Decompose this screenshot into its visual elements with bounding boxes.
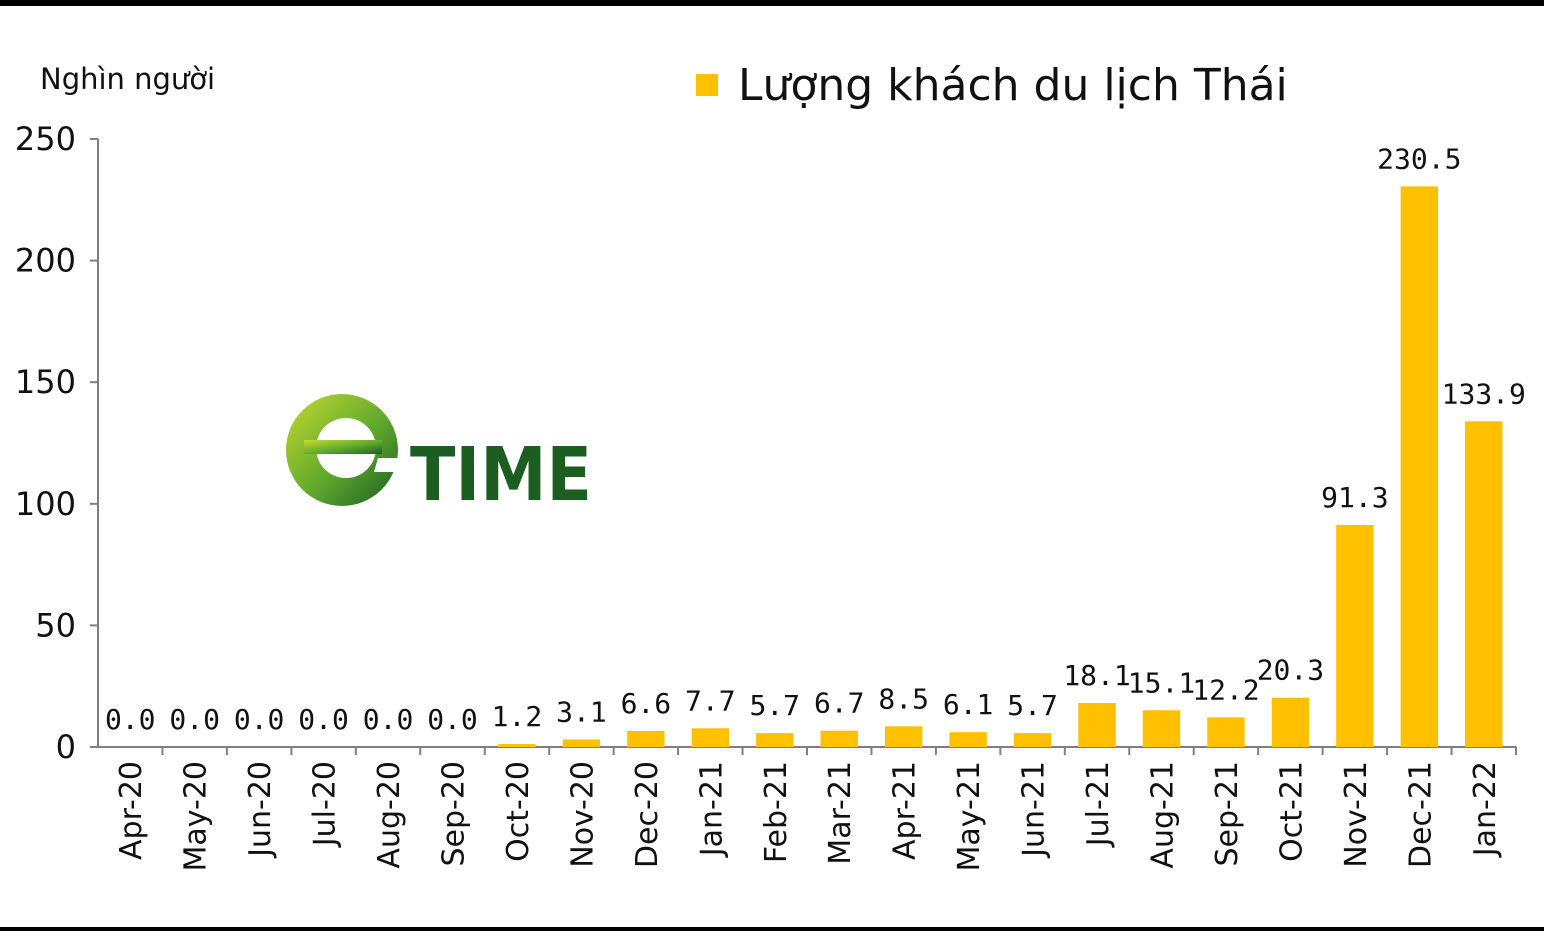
data-label: 8.5 <box>878 682 929 715</box>
x-tick-label: Apr-21 <box>888 761 923 860</box>
bar <box>820 730 858 747</box>
data-label: 230.5 <box>1377 142 1461 175</box>
legend-label: Lượng khách du lịch Thái <box>738 59 1288 111</box>
data-label: 1.2 <box>492 700 543 733</box>
data-label: 0.0 <box>169 703 220 736</box>
bar <box>1271 697 1310 747</box>
bar <box>627 730 665 747</box>
x-tick-label: Nov-21 <box>1339 761 1374 868</box>
x-tick-label: Dec-21 <box>1403 761 1438 868</box>
y-tick-label: 150 <box>15 363 76 401</box>
bar <box>1013 733 1052 747</box>
data-label: 0.0 <box>234 703 285 736</box>
bar <box>1078 702 1116 747</box>
y-axis-unit-label: Nghìn người <box>40 62 216 96</box>
x-tick-label: Jun-20 <box>243 761 278 859</box>
y-tick-label: 200 <box>15 242 76 280</box>
data-label: 18.1 <box>1063 659 1130 692</box>
x-tick-label: Aug-20 <box>372 761 407 869</box>
y-tick-label: 50 <box>35 606 76 644</box>
legend: Lượng khách du lịch Thái <box>696 59 1288 111</box>
bar <box>949 732 987 747</box>
x-tick-label: Dec-20 <box>630 761 665 868</box>
y-tick-label: 100 <box>15 485 76 523</box>
bar <box>1465 421 1503 747</box>
bottom-border <box>0 927 1544 931</box>
legend-swatch <box>696 74 718 96</box>
data-label: 6.6 <box>621 687 672 720</box>
y-tick-label: 0 <box>56 728 76 766</box>
bar <box>1207 717 1245 747</box>
top-border <box>0 0 1544 6</box>
x-tick-label: Jan-21 <box>694 761 729 858</box>
data-label: 0.0 <box>363 703 414 736</box>
bar <box>1400 186 1439 747</box>
x-tick-label: Oct-21 <box>1274 761 1309 862</box>
x-tick-label: Nov-20 <box>565 761 600 868</box>
bar <box>498 744 536 747</box>
x-tick-label: Feb-21 <box>759 761 794 863</box>
bar <box>562 739 601 747</box>
etime-logo: TIME <box>286 394 592 512</box>
bar <box>1336 524 1374 747</box>
x-tick-label: Apr-20 <box>114 761 149 860</box>
data-label: 133.9 <box>1442 377 1526 410</box>
data-label: 0.0 <box>427 703 478 736</box>
data-label: 6.7 <box>814 687 865 720</box>
bar <box>884 726 923 747</box>
x-tick-label: Jul-21 <box>1081 761 1116 848</box>
x-tick-label: Jan-22 <box>1468 761 1503 858</box>
data-label: 7.7 <box>685 684 736 717</box>
data-label: 3.1 <box>556 695 607 728</box>
x-tick-label: May-20 <box>179 761 214 872</box>
data-label: 5.7 <box>1007 689 1058 722</box>
data-label: 5.7 <box>749 689 800 722</box>
data-label: 0.0 <box>105 703 156 736</box>
x-tick-label: Sep-20 <box>437 761 472 867</box>
x-tick-label: Jul-20 <box>308 761 343 848</box>
bar <box>756 733 794 747</box>
logo-text: TIME <box>410 432 592 512</box>
data-label: 91.3 <box>1321 481 1388 514</box>
x-tick-label: Jun-21 <box>1017 761 1052 859</box>
x-tick-label: Mar-21 <box>823 761 858 865</box>
x-tick-label: May-21 <box>952 761 987 872</box>
data-label: 0.0 <box>298 703 349 736</box>
data-label: 15.1 <box>1128 666 1195 699</box>
x-tick-label: Aug-21 <box>1146 761 1181 869</box>
x-tick-label: Sep-21 <box>1210 761 1245 867</box>
bar <box>1142 710 1181 747</box>
bar <box>691 728 730 747</box>
data-label: 20.3 <box>1257 654 1324 687</box>
y-tick-label: 250 <box>15 120 76 158</box>
data-label: 12.2 <box>1192 673 1259 706</box>
x-tick-label: Oct-20 <box>501 761 536 862</box>
data-label: 6.1 <box>943 688 994 721</box>
